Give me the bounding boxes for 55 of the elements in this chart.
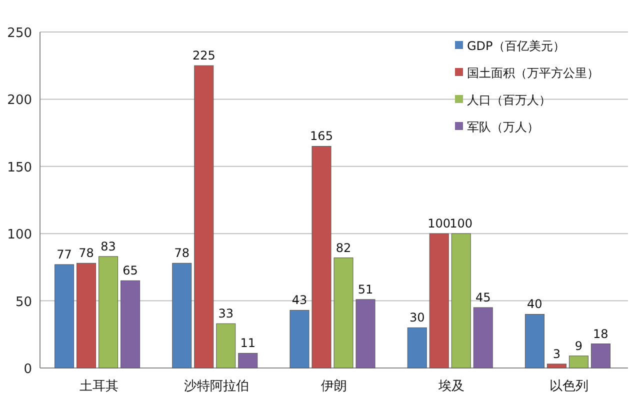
bar: [216, 323, 236, 368]
y-tick-label: 150: [7, 160, 32, 176]
bar: [334, 258, 354, 368]
bar: [568, 356, 588, 368]
bar: [356, 299, 376, 368]
data-label: 78: [174, 246, 190, 260]
bar: [429, 233, 449, 368]
y-tick-label: 250: [7, 26, 32, 41]
data-label: 65: [122, 264, 138, 278]
legend-label: GDP（百亿美元）: [467, 39, 565, 53]
x-tick-label: 以色列: [550, 379, 589, 394]
bar: [407, 327, 427, 368]
legend-label: 军队（万人）: [467, 120, 539, 134]
x-tick-label: 土耳其: [79, 379, 118, 394]
bar: [54, 264, 74, 368]
legend-label: 人口（百万人）: [467, 93, 551, 107]
bar: [312, 146, 332, 368]
y-tick-label: 100: [7, 228, 32, 243]
bar: [120, 280, 140, 368]
bar: [98, 256, 118, 368]
data-label: 3: [552, 346, 561, 361]
data-label: 30: [409, 310, 425, 325]
data-label: 11: [240, 336, 256, 350]
data-label: 9: [574, 338, 583, 353]
data-label: 100: [450, 216, 473, 231]
bar: [290, 310, 310, 368]
y-tick-label: 0: [24, 362, 32, 377]
x-tick-label: 沙特阿拉伯: [184, 379, 249, 394]
bar: [524, 314, 544, 368]
data-label: 82: [336, 240, 352, 255]
y-tick-label: 200: [7, 93, 32, 108]
bar: [451, 233, 471, 368]
bar: [590, 344, 610, 368]
data-label: 45: [475, 290, 491, 305]
data-label: 43: [292, 293, 308, 308]
bar: [546, 364, 566, 368]
data-label: 165: [310, 129, 333, 144]
bar: [76, 262, 96, 368]
bar: [238, 352, 258, 368]
data-label: 83: [100, 239, 116, 254]
bar: [172, 262, 192, 368]
legend-label: 国土面积（万平方公里）: [467, 66, 599, 80]
data-label: 33: [218, 306, 234, 321]
data-label: 78: [78, 246, 94, 260]
y-tick-label: 50: [15, 294, 32, 310]
x-tick-label: 埃及: [438, 379, 465, 394]
data-label: 18: [593, 326, 608, 341]
data-label: 100: [428, 216, 451, 231]
data-label: 225: [192, 48, 216, 63]
data-label: 40: [527, 297, 542, 312]
x-tick-label: 伊朗: [321, 378, 347, 394]
data-label: 77: [56, 248, 72, 262]
bar: [473, 307, 493, 368]
bar: [194, 65, 214, 368]
data-label: 51: [358, 282, 374, 296]
